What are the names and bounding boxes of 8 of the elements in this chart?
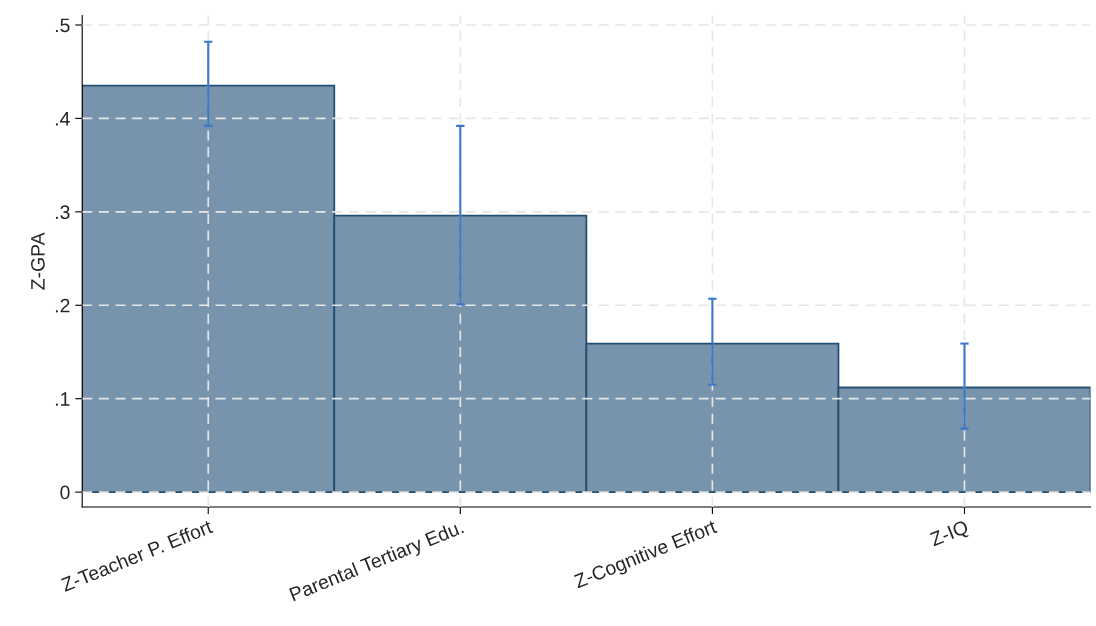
x-tick-label: Z-IQ <box>929 519 971 550</box>
y-tick-label: .4 <box>55 112 70 126</box>
y-tick-label: .2 <box>55 298 70 313</box>
y-axis-title: Z-GPA <box>31 232 45 290</box>
y-tick-label: 0 <box>60 485 70 500</box>
y-tick-label: .3 <box>55 205 70 220</box>
y-tick-label: .1 <box>55 392 70 406</box>
y-tick-label: .5 <box>55 18 70 33</box>
